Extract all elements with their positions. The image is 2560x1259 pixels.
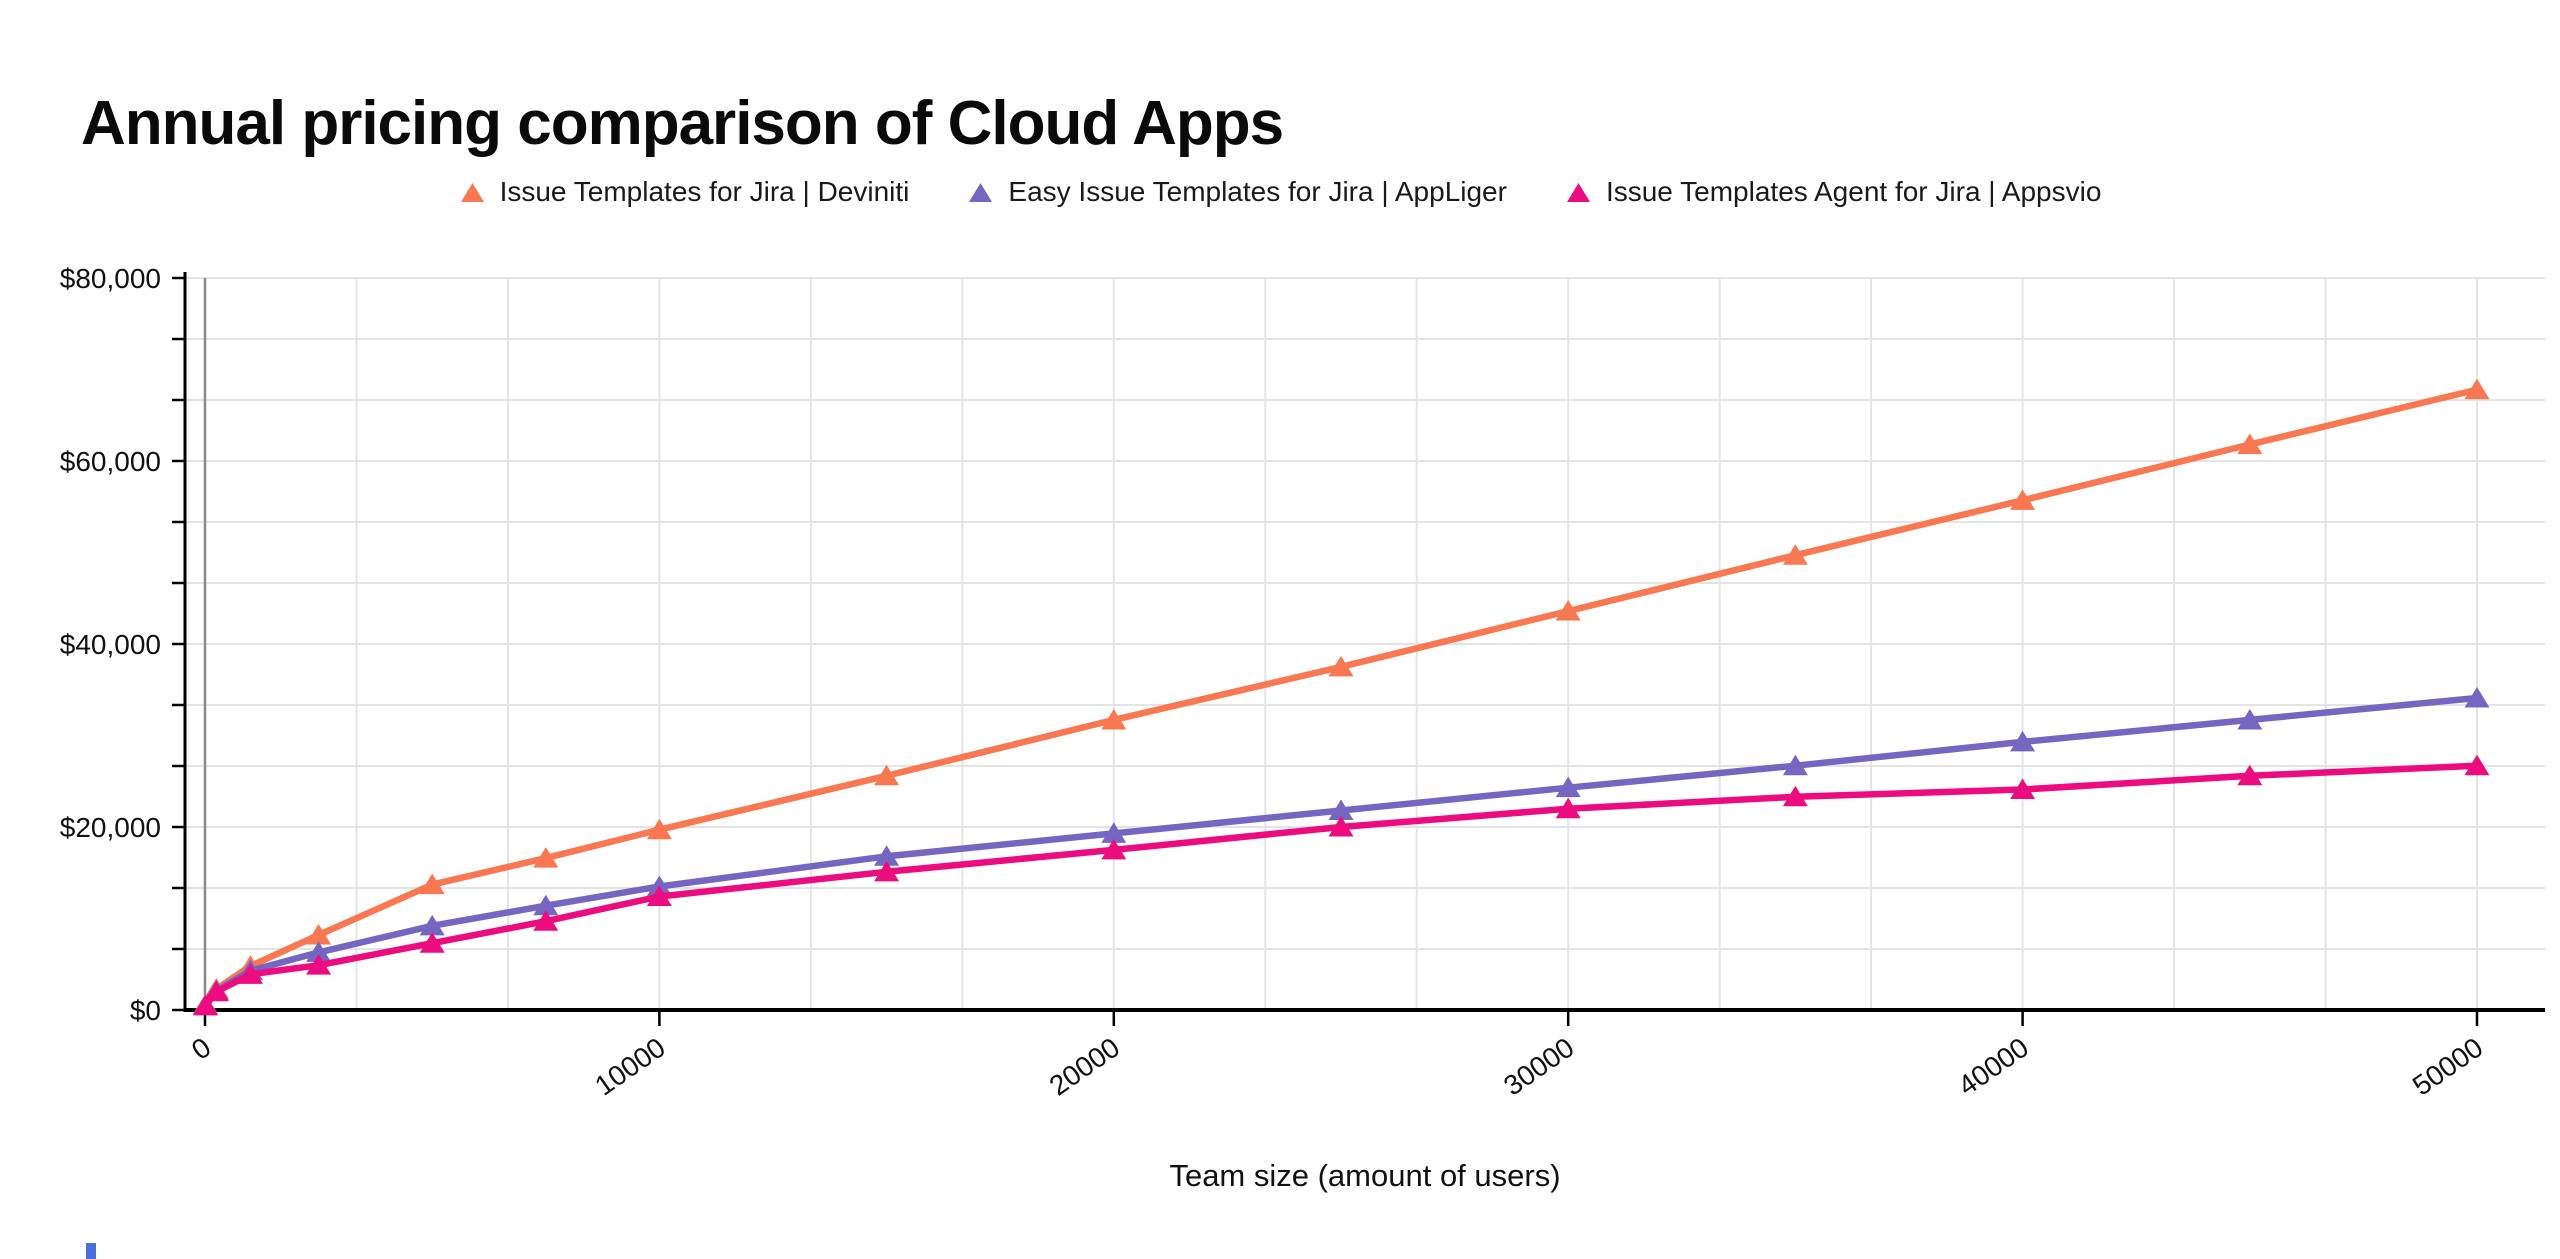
x-axis-title: Team size (amount of users)	[1169, 1158, 1560, 1193]
svg-text:$20,000: $20,000	[60, 812, 161, 843]
chart-title: Annual pricing comparison of Cloud Apps	[81, 88, 1284, 158]
triangle-marker-icon	[460, 182, 484, 202]
svg-text:10000: 10000	[589, 1032, 671, 1102]
svg-text:$0: $0	[130, 995, 161, 1026]
legend-item-appsvio: Issue Templates Agent for Jira | Appsvio	[1565, 176, 2101, 208]
svg-text:50000: 50000	[2407, 1032, 2489, 1102]
svg-text:$80,000: $80,000	[60, 263, 161, 294]
page-edge-artifact	[86, 1243, 96, 1259]
legend-label: Issue Templates for Jira | Deviniti	[499, 176, 910, 207]
axes	[172, 272, 2545, 1026]
svg-text:20000: 20000	[1044, 1032, 1126, 1102]
legend-item-appliger: Easy Issue Templates for Jira | AppLiger	[967, 176, 1507, 208]
triangle-marker-icon	[969, 182, 993, 202]
svg-text:$60,000: $60,000	[60, 446, 161, 477]
svg-text:40000: 40000	[1952, 1032, 2034, 1102]
triangle-marker-icon	[1566, 182, 1590, 202]
chart-legend: Issue Templates for Jira | Deviniti Easy…	[0, 176, 2560, 208]
legend-label: Issue Templates Agent for Jira | Appsvio	[1605, 176, 2102, 207]
svg-text:$40,000: $40,000	[60, 629, 161, 660]
svg-text:30000: 30000	[1498, 1032, 1580, 1102]
legend-label: Easy Issue Templates for Jira | AppLiger	[1008, 176, 1507, 207]
legend-item-deviniti: Issue Templates for Jira | Deviniti	[459, 176, 910, 208]
data-series	[192, 378, 2490, 1016]
svg-text:0: 0	[186, 1032, 217, 1066]
grid-lines	[185, 277, 2545, 1010]
